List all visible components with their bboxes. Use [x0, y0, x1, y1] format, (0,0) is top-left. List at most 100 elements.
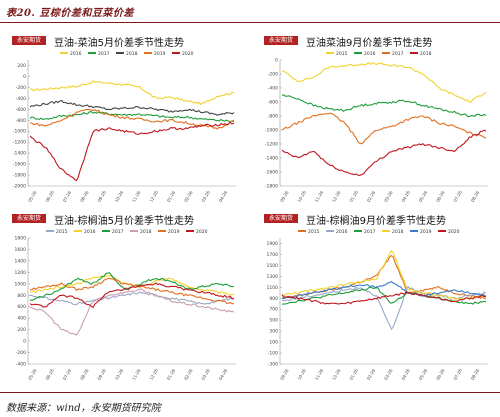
- series-line-2020: [281, 291, 486, 305]
- y-tick-label: 300: [269, 329, 278, 335]
- y-tick-label: -300: [268, 362, 278, 368]
- x-tick-label: 03-26: [383, 190, 394, 203]
- y-tick-label: -100: [268, 351, 278, 357]
- chart-title: 豆油-棕榈油9月价差季节性走势: [306, 216, 446, 227]
- y-tick-label: 200: [17, 63, 26, 69]
- legend-label: 2016: [364, 51, 376, 57]
- source-note: 数据来源：wind，永安期货研究院: [6, 403, 161, 414]
- x-tick-label: 07-26: [452, 368, 463, 381]
- y-tick-label: 1700: [267, 252, 279, 258]
- series-line-2015: [29, 291, 235, 306]
- header-divider: [0, 22, 500, 23]
- y-tick-label: 800: [17, 293, 26, 299]
- legend-label: 2018: [420, 51, 432, 57]
- y-tick-label: -1200: [265, 142, 278, 148]
- y-tick-label: -1800: [265, 184, 278, 190]
- x-tick-label: 04-26: [400, 190, 411, 203]
- chart-title: 豆油-棕榈油5月价差季节性走势: [54, 216, 194, 227]
- y-tick-label: 0: [275, 58, 278, 64]
- x-tick-label: 05-26: [418, 190, 429, 203]
- chart-svg: 2015 2016 2017 2018 2019 2020 -400 -200 0 200 400 6…: [15, 229, 236, 381]
- x-tick-label: 02-26: [366, 190, 377, 203]
- brand-logo: 永安期货: [264, 214, 298, 223]
- x-tick-label: 01-26: [166, 368, 177, 381]
- legend-label: 2020: [182, 51, 194, 57]
- chart-panel-soy-rapeseed-may: 永安期货 豆油-菜油5月价差季节性走势 2016 2017 2018 2019 2020…: [4, 30, 244, 210]
- x-tick-label: 09-26: [96, 190, 107, 203]
- x-tick-label: 09-26: [96, 368, 107, 381]
- x-tick-label: 08-26: [79, 368, 90, 381]
- series-line-2017: [281, 112, 487, 145]
- y-tick-label: 1500: [267, 263, 279, 269]
- y-tick-label: 400: [17, 316, 26, 322]
- x-tick-label: 02-26: [366, 368, 377, 381]
- y-tick-label: 700: [269, 307, 278, 313]
- brand-logo: 永安期货: [12, 214, 46, 223]
- x-tick-label: 10-26: [114, 368, 125, 381]
- y-tick-label: -600: [16, 107, 26, 113]
- x-tick-label: 08-26: [79, 190, 90, 203]
- y-tick-label: 0: [23, 74, 26, 80]
- x-tick-label: 12-26: [148, 190, 159, 203]
- series-line-2018: [29, 288, 235, 336]
- y-tick-label: -800: [268, 114, 278, 120]
- brand-logo: 永安期货: [12, 36, 46, 45]
- chart-panel-soy-rapeseed-sep: 永安期货 豆油菜油9月价差季节性走势 2015 2016 2017 2018 -1800…: [256, 30, 496, 210]
- x-tick-label: 06-26: [435, 368, 446, 381]
- y-tick-label: 1300: [267, 274, 279, 280]
- y-tick-label: 600: [17, 304, 26, 310]
- y-tick-label: -200: [16, 85, 26, 91]
- y-tick-label: -400: [16, 362, 26, 368]
- y-tick-label: 100: [269, 340, 278, 346]
- chart-svg: 2016 2017 2018 2019 2020-2000-1800-1600-1400…: [13, 51, 236, 203]
- legend-label: 2017: [112, 229, 124, 235]
- y-tick-label: -1000: [13, 129, 26, 135]
- series-line-2015: [281, 62, 487, 103]
- y-tick-label: -1400: [13, 151, 26, 157]
- legend-label: 2019: [168, 229, 180, 235]
- y-tick-label: 1800: [15, 236, 27, 242]
- x-tick-label: 02-26: [183, 190, 194, 203]
- x-tick-label: 08-26: [470, 190, 481, 203]
- legend-label: 2015: [308, 229, 320, 235]
- legend-label: 2017: [392, 51, 404, 57]
- legend-label: 2015: [56, 229, 68, 235]
- series-line-2016: [29, 80, 235, 106]
- x-tick-label: 11-26: [131, 190, 142, 203]
- y-tick-label: 1000: [15, 281, 27, 287]
- legend-label: 2017: [98, 51, 110, 57]
- x-tick-label: 07-26: [62, 190, 73, 203]
- x-tick-label: 04-26: [400, 368, 411, 381]
- x-tick-label: 07-26: [452, 190, 463, 203]
- y-tick-label: -2000: [13, 184, 26, 190]
- legend-label: 2020: [448, 229, 460, 235]
- x-tick-label: 12-26: [331, 368, 342, 381]
- x-tick-label: 05-26: [27, 368, 38, 381]
- y-tick-label: -400: [16, 96, 26, 102]
- series-line-2017: [29, 111, 235, 123]
- x-tick-label: 01-26: [348, 368, 359, 381]
- x-tick-label: 08-26: [470, 368, 481, 381]
- x-tick-label: 07-26: [62, 368, 73, 381]
- x-tick-label: 10-26: [296, 368, 307, 381]
- x-tick-label: 06-26: [44, 190, 55, 203]
- x-tick-label: 10-26: [296, 190, 307, 203]
- y-tick-label: 500: [269, 318, 278, 324]
- legend-label: 2016: [336, 229, 348, 235]
- x-tick-label: 03-26: [383, 368, 394, 381]
- series-line-2018: [29, 99, 235, 116]
- series-line-2020: [29, 121, 235, 182]
- y-tick-label: -600: [268, 100, 278, 106]
- x-tick-label: 03-26: [200, 190, 211, 203]
- header: 表20. 豆棕价差和豆菜价差: [0, 0, 500, 24]
- page-title: 表20. 豆棕价差和豆菜价差: [6, 8, 134, 19]
- y-tick-label: 1900: [267, 241, 279, 247]
- x-tick-label: 05-26: [418, 368, 429, 381]
- series-line-2020: [29, 282, 235, 309]
- x-tick-label: 01-26: [348, 190, 359, 203]
- x-tick-label: 01-26: [166, 190, 177, 203]
- x-tick-label: 06-26: [435, 190, 446, 203]
- series-line-2016: [30, 274, 235, 296]
- x-tick-label: 06-26: [44, 368, 55, 381]
- series-line-2017: [281, 286, 487, 305]
